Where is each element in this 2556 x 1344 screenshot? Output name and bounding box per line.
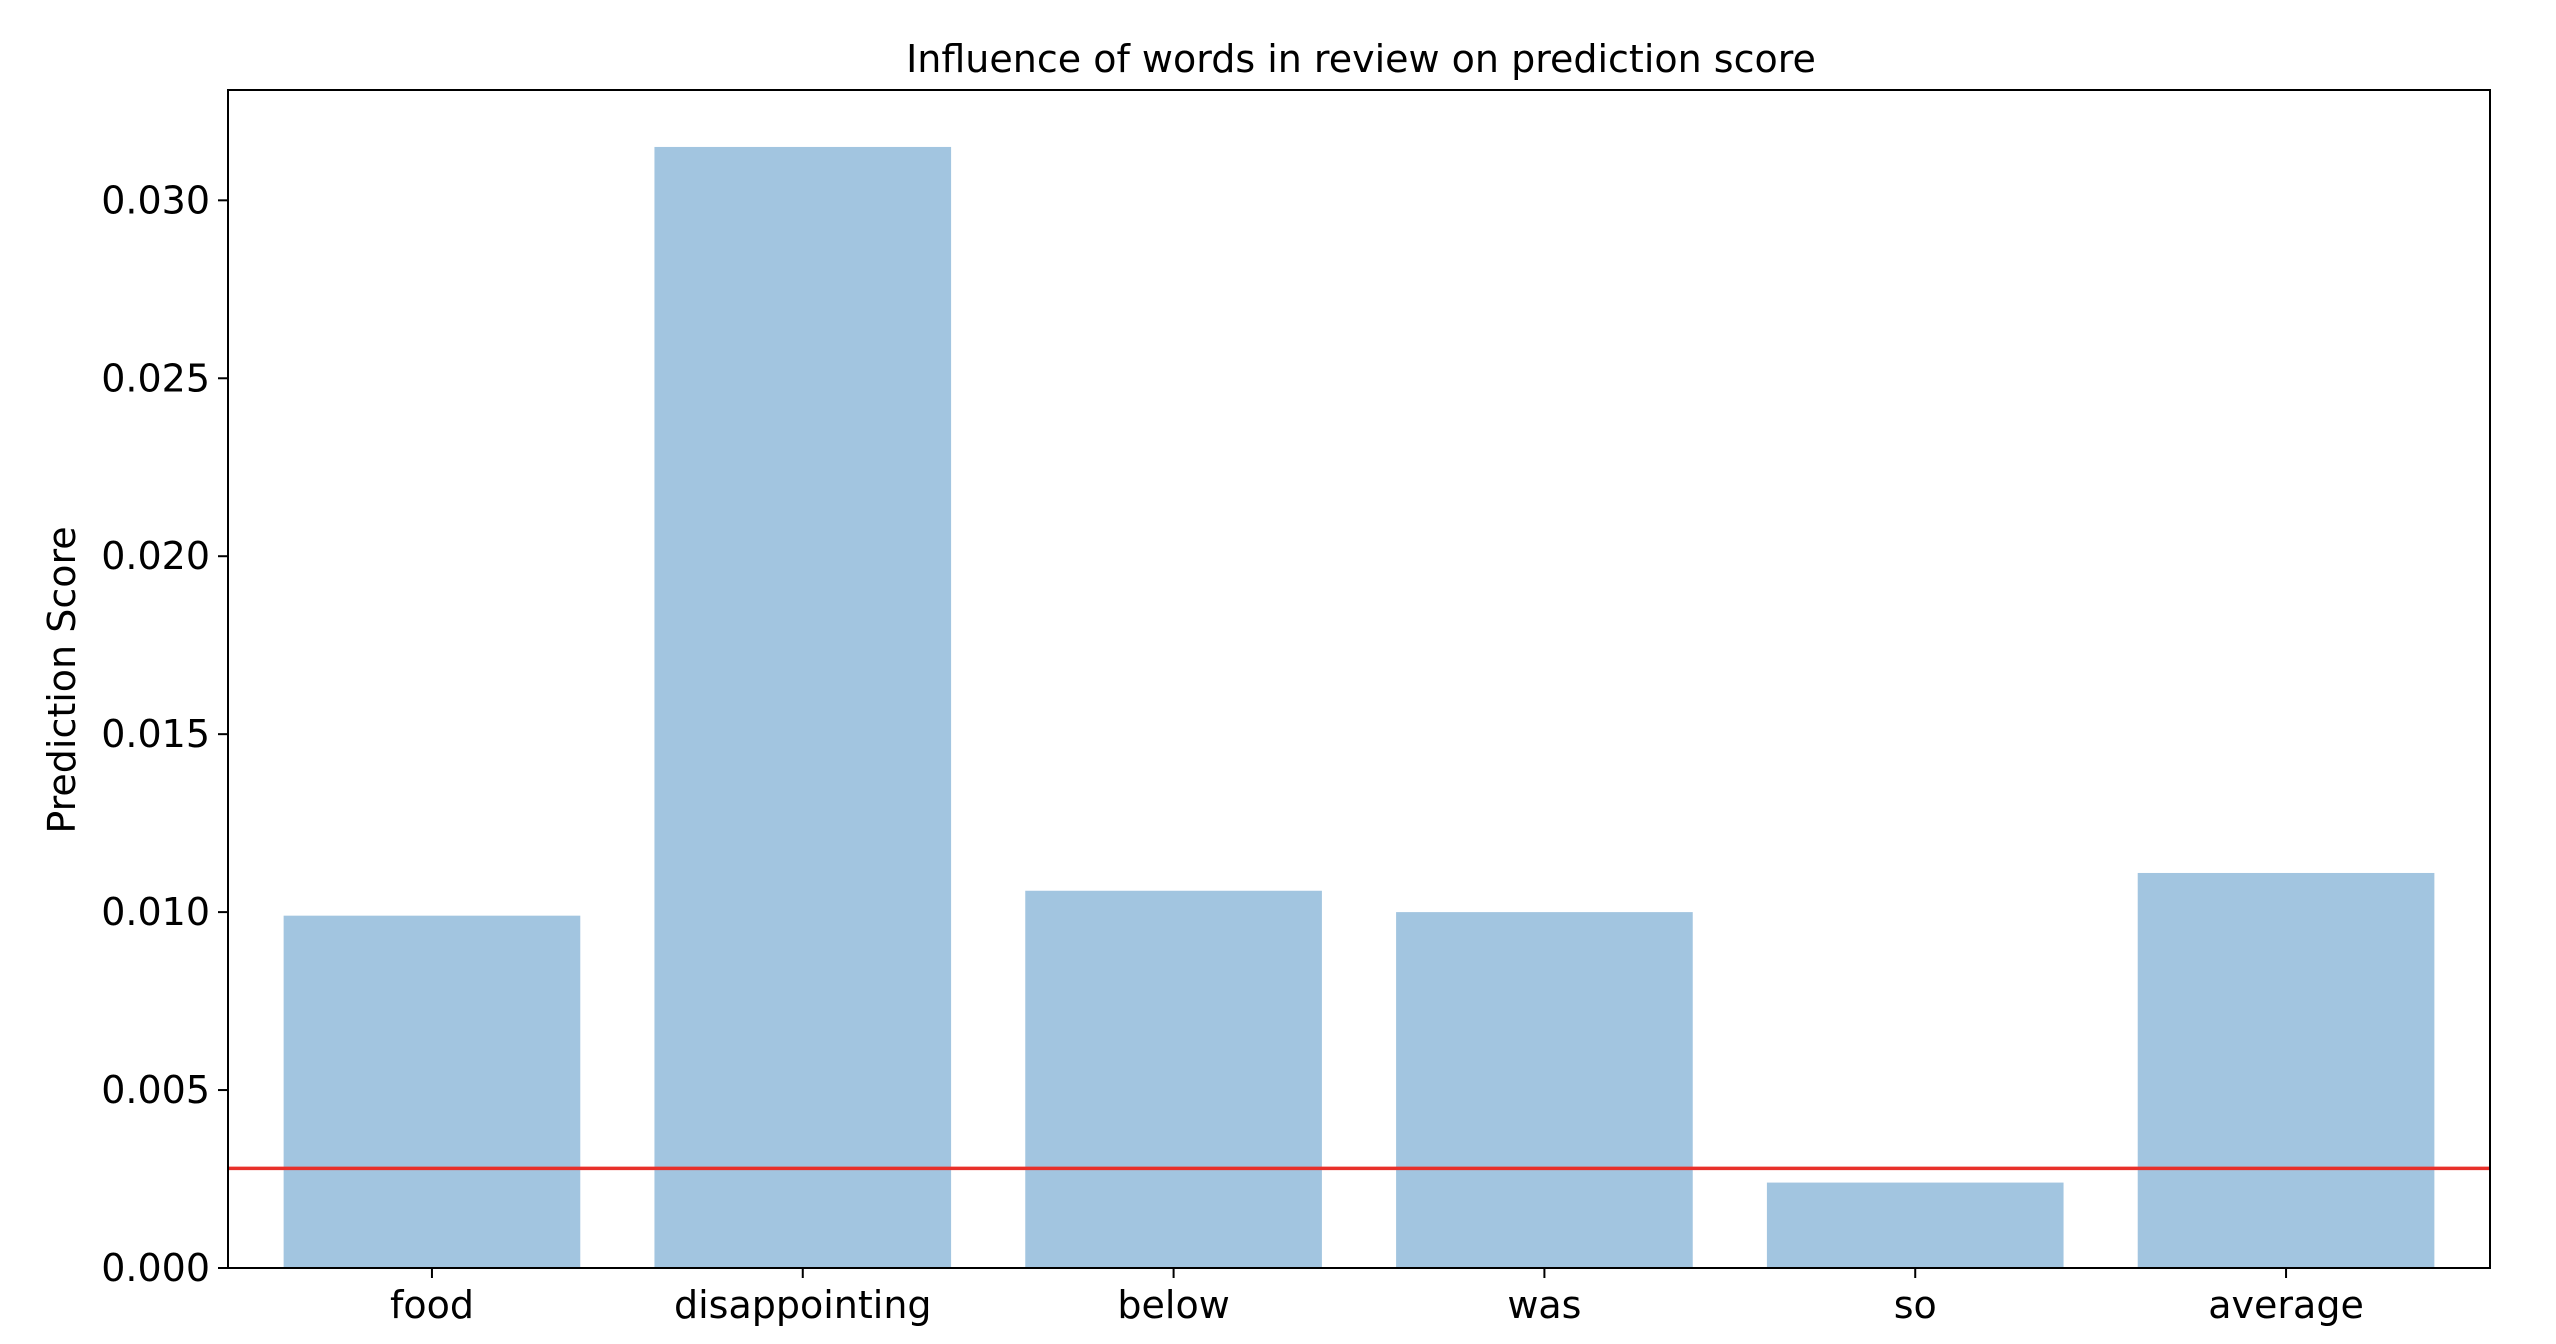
bar-so: [1766, 1182, 2064, 1268]
y-tick-label: 0.005: [101, 1068, 210, 1112]
bar-was: [1396, 912, 1693, 1268]
x-tick-label-was: was: [1507, 1283, 1581, 1327]
bars-group: [283, 146, 2435, 1268]
bar-below: [1025, 890, 1322, 1268]
chart-title: Influence of words in review on predicti…: [906, 37, 1816, 81]
y-axis-ticks: 0.000 0.005 0.010 0.015 0.020 0.025 0.030: [101, 178, 228, 1290]
x-tick-label-disappointing: disappointing: [674, 1283, 932, 1327]
y-tick-label: 0.030: [101, 178, 210, 222]
x-axis-ticks: food disappointing below was so average: [390, 1268, 2364, 1327]
x-tick-label-average: average: [2208, 1283, 2364, 1327]
y-axis-label: Prediction Score: [40, 526, 84, 833]
y-tick-label: 0.010: [101, 890, 210, 934]
x-tick-label-so: so: [1894, 1283, 1937, 1327]
bar-food: [283, 915, 581, 1268]
y-tick-label: 0.000: [101, 1246, 210, 1290]
plot-frame: [227, 89, 2491, 1269]
x-tick-label-food: food: [390, 1283, 474, 1327]
x-tick-label-below: below: [1117, 1283, 1229, 1327]
bar-average: [2137, 872, 2435, 1268]
y-tick-label: 0.015: [101, 712, 210, 756]
y-tick-label: 0.020: [101, 534, 210, 578]
y-tick-label: 0.025: [101, 356, 210, 400]
bar-disappointing: [654, 146, 952, 1268]
